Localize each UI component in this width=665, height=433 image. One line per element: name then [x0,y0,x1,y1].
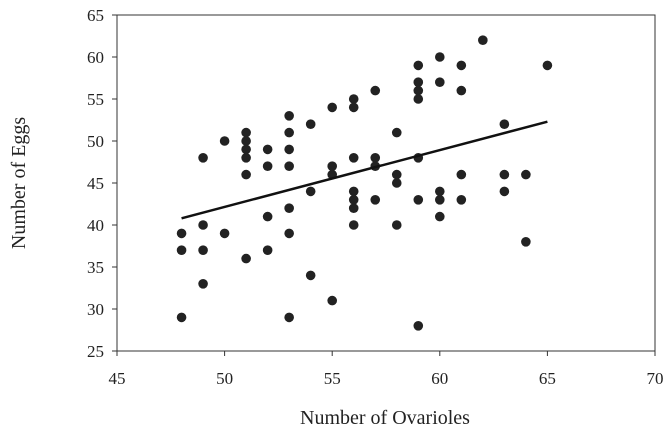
data-point [435,52,445,62]
y-axis: 25 30 35 40 45 50 55 60 65 [87,6,117,361]
data-point [348,195,359,205]
data-point [456,195,467,205]
trendline-group [181,120,548,220]
data-point [176,245,187,255]
data-point [413,60,424,71]
data-point [241,136,251,146]
y-tick-label: 65 [87,6,104,25]
data-point [435,77,445,87]
data-points [176,35,553,331]
data-point [241,253,251,264]
y-tick-label: 35 [87,258,104,277]
data-point [284,312,294,323]
data-point [327,161,338,171]
data-point [391,178,402,188]
data-point [413,85,424,96]
data-point [478,35,488,45]
y-tick-label: 25 [87,342,104,361]
data-point [262,211,273,222]
plot-area [116,14,656,352]
data-point [348,94,359,104]
data-point [219,228,230,239]
data-point [262,144,273,155]
x-tick-label: 60 [431,369,448,388]
x-axis-title: Number of Ovarioles [300,407,470,429]
data-point [456,60,467,71]
y-axis-title: Number of Eggs [8,117,30,249]
data-point [348,186,359,197]
data-point [176,228,187,239]
data-point [348,220,359,230]
data-point [348,153,359,163]
data-point [456,169,467,180]
data-point [284,111,294,121]
data-point [262,245,273,255]
y-tick-label: 40 [87,216,104,235]
y-tick-label: 30 [87,300,104,319]
data-point [413,321,424,331]
data-point [284,161,294,171]
data-point [198,245,208,255]
data-point [284,144,294,155]
data-point [370,153,381,163]
data-point [262,161,273,171]
y-tick-label: 45 [87,174,104,193]
x-tick-label: 55 [324,369,341,388]
data-point [348,102,359,113]
data-point [305,119,316,129]
data-point [327,295,338,306]
x-tick-label: 45 [109,369,126,388]
data-point [241,144,251,155]
data-point [435,211,445,222]
data-point [542,60,553,71]
y-tick-label: 55 [87,90,104,109]
data-point [198,220,208,230]
data-point [435,186,445,197]
x-tick-label: 70 [647,369,664,388]
data-point [521,169,531,180]
data-point [284,228,294,239]
data-point [284,127,294,138]
data-point [499,186,510,197]
data-point [391,169,402,180]
data-point [391,127,402,138]
x-tick-label: 50 [216,369,233,388]
data-point [176,312,187,323]
data-point [241,127,251,138]
data-point [348,203,359,213]
plot-border [116,14,656,352]
trendline [181,120,548,220]
data-point [370,195,381,205]
x-tick-label: 65 [539,369,556,388]
data-point [499,169,510,180]
data-point [327,102,338,113]
data-point [391,220,402,230]
data-point [499,119,510,129]
data-point [284,203,294,213]
data-point [413,77,424,87]
x-axis: 45 50 55 60 65 70 [109,351,664,388]
data-point [198,279,208,289]
data-point [413,195,424,205]
data-point [241,169,251,180]
y-tick-label: 60 [87,48,104,67]
y-tick-label: 50 [87,132,104,151]
data-point [219,136,230,146]
data-point [305,270,316,281]
data-point [370,85,381,96]
data-point [305,186,316,197]
data-point [241,153,251,163]
data-point [413,94,424,104]
data-point [521,237,531,247]
data-point [435,195,445,205]
data-point [198,153,208,163]
data-point [456,85,467,96]
